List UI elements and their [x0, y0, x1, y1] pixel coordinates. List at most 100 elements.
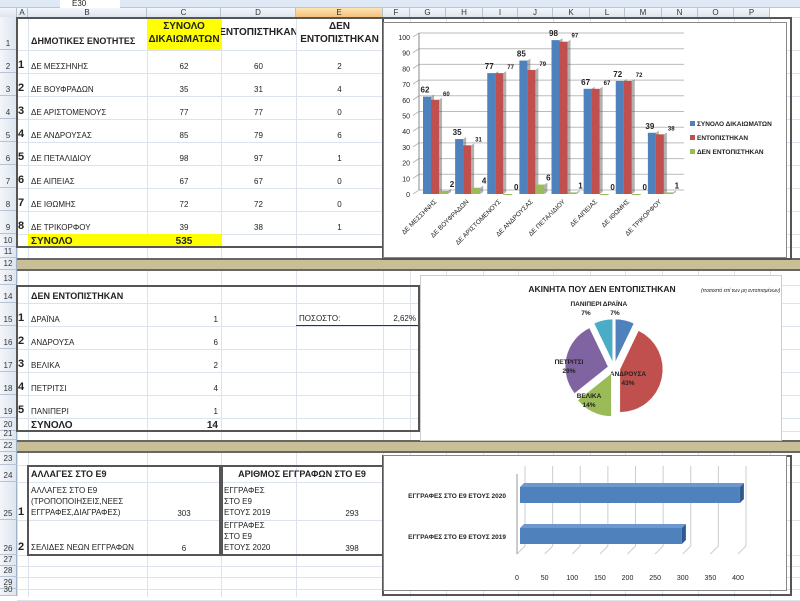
unit-name[interactable]: ΔΕ ΜΕΣΣΗΝΗΣ — [31, 62, 89, 71]
total-value[interactable]: 85 — [179, 131, 189, 140]
not-found-title[interactable]: ΔΕΝ ΕΝΤΟΠΙΣΤΗΚΑΝ — [31, 291, 124, 301]
row-header-18[interactable]: 18 — [0, 372, 17, 395]
found-value[interactable]: 38 — [254, 223, 263, 232]
found-value[interactable]: 77 — [254, 108, 263, 117]
e9-changes-title[interactable]: ΑΛΛΑΓΕΣ ΣΤΟ Ε9 — [31, 469, 107, 479]
column-header-K[interactable]: K — [553, 8, 590, 18]
row-index[interactable]: 7 — [18, 197, 25, 209]
total-value[interactable]: 98 — [179, 154, 189, 163]
column-header-P[interactable]: P — [734, 8, 770, 18]
location-name[interactable]: ΔΡΑΪΝΑ — [31, 315, 60, 324]
row-header-11[interactable]: 11 — [0, 247, 17, 258]
found-value[interactable]: 67 — [254, 177, 263, 186]
column-header-G[interactable]: G — [410, 8, 446, 18]
row-header-1[interactable]: 1 — [0, 17, 17, 50]
header-municipal-units[interactable]: ΔΗΜΟΤΙΚΕΣ ΕΝΟΤΗΤΕΣ — [31, 36, 136, 46]
total-value[interactable]: 72 — [179, 200, 189, 209]
row-header-30[interactable]: 30 — [0, 585, 17, 596]
percent-label[interactable]: ΠΟΣΟΣΤΟ: — [296, 303, 383, 326]
total-label[interactable]: ΣΥΝΟΛΟ — [28, 234, 147, 247]
row-header-2[interactable]: 2 — [0, 50, 17, 73]
row-index[interactable]: 8 — [18, 220, 25, 232]
row-index[interactable]: 6 — [18, 174, 25, 186]
row-index[interactable]: 4 — [18, 128, 25, 140]
row-header-16[interactable]: 16 — [0, 326, 17, 349]
percent-value[interactable]: 2,62% — [383, 303, 419, 326]
row-header-4[interactable]: 4 — [0, 96, 17, 119]
not-found-value[interactable]: 4 — [337, 85, 342, 94]
column-header-M[interactable]: M — [625, 8, 662, 18]
found-value[interactable]: 79 — [254, 131, 263, 140]
change-name[interactable]: ΣΕΛΙΔΕΣ ΝΕΩΝ ΕΓΓΡΑΦΩΝ — [31, 543, 134, 552]
row-header-10[interactable]: 10 — [0, 234, 17, 247]
e9-records-title[interactable]: ΑΡΙΘΜΟΣ ΕΓΓΡΑΦΩΝ ΣΤΟ Ε9 — [238, 469, 366, 479]
not-found-value[interactable]: 6 — [337, 131, 342, 140]
total-value[interactable]: 77 — [179, 108, 189, 117]
row-index[interactable]: 3 — [18, 105, 25, 117]
row-header-6[interactable]: 6 — [0, 142, 17, 165]
header-total-rights[interactable]: ΣΥΝΟΛΟ ΔΙΚΑΙΩΜΑΤΩΝ — [147, 17, 221, 50]
record-name[interactable]: ΕΓΓΡΑΦΕΣ ΣΤΟ Ε9 ΕΤΟΥΣ 2020 — [224, 521, 271, 552]
record-value[interactable]: 293 — [345, 509, 359, 518]
hbar-chart-e9[interactable]: 0 50 100 150 200 250 300 350 400 ΕΓΓΡΑΦΕΣ ΣΤΟ Ε9 … — [383, 455, 787, 591]
not-found-value[interactable]: 1 — [337, 223, 342, 232]
row-index[interactable]: 3 — [18, 358, 25, 370]
unit-name[interactable]: ΔΕ ΤΡΙΚΟΡΦΟΥ — [31, 223, 91, 232]
row-header-5[interactable]: 5 — [0, 119, 17, 142]
row-header-26[interactable]: 26 — [0, 520, 17, 555]
unit-name[interactable]: ΔΕ ΑΝΔΡΟΥΣΑΣ — [31, 131, 92, 140]
location-count[interactable]: 1 — [213, 407, 218, 416]
location-name[interactable]: ΑΝΔΡΟΥΣΑ — [31, 338, 75, 347]
total-sum[interactable]: 14 — [206, 420, 218, 431]
total-label[interactable]: ΣΥΝΟΛΟ — [31, 420, 73, 431]
header-found[interactable]: ΕΝΤΟΠΙΣΤΗΚΑΝ — [221, 27, 296, 38]
total-value[interactable]: 62 — [179, 62, 189, 71]
row-header-22[interactable]: 22 — [0, 440, 17, 452]
column-header-H[interactable]: H — [446, 8, 483, 18]
location-count[interactable]: 1 — [213, 315, 218, 324]
total-value[interactable]: 67 — [179, 177, 189, 186]
record-name[interactable]: ΕΓΓΡΑΦΕΣ ΣΤΟ Ε9 ΕΤΟΥΣ 2019 — [224, 486, 271, 517]
location-name[interactable]: ΒΕΛΙΚΑ — [31, 361, 60, 370]
row-header-12[interactable]: 12 — [0, 258, 17, 270]
row-header-17[interactable]: 17 — [0, 349, 17, 372]
row-index[interactable]: 5 — [18, 151, 25, 163]
row-index[interactable]: 1 — [18, 59, 25, 71]
row-index[interactable]: 5 — [18, 404, 25, 416]
row-header-19[interactable]: 19 — [0, 395, 17, 418]
location-count[interactable]: 4 — [213, 384, 218, 393]
location-count[interactable]: 2 — [213, 361, 218, 370]
row-index[interactable]: 4 — [18, 381, 25, 393]
location-name[interactable]: ΠΕΤΡΙΤΣΙ — [31, 384, 67, 393]
pie-chart-not-found[interactable]: ΑΚΙΝΗΤΑ ΠΟΥ ΔΕΝ ΕΝΤΟΠΙΣΤΗΚΑΝ (ποσοστό επί… — [420, 275, 782, 441]
change-value[interactable]: 303 — [177, 509, 191, 518]
record-value[interactable]: 398 — [345, 544, 359, 553]
unit-name[interactable]: ΔΕ ΑΙΠΕΙΑΣ — [31, 177, 75, 186]
unit-name[interactable]: ΔΕ ΠΕΤΑΛΙΔΙΟΥ — [31, 154, 92, 163]
total-value[interactable]: 35 — [179, 85, 189, 94]
total-sum[interactable]: 535 — [147, 234, 221, 247]
total-value[interactable]: 39 — [179, 223, 189, 232]
row-header-8[interactable]: 8 — [0, 188, 17, 211]
row-index[interactable]: 2 — [18, 82, 25, 94]
header-not-found[interactable]: ΔΕΝ ΕΝΤΟΠΙΣΤΗΚΑΝ — [300, 20, 379, 45]
row-header-7[interactable]: 7 — [0, 165, 17, 188]
row-header-28[interactable]: 28 — [0, 566, 17, 577]
row-header-29[interactable]: 29 — [0, 577, 17, 589]
row-header-3[interactable]: 3 — [0, 73, 17, 96]
column-header-O[interactable]: O — [698, 8, 734, 18]
found-value[interactable]: 97 — [254, 154, 263, 163]
unit-name[interactable]: ΔΕ ΙΘΩΜΗΣ — [31, 200, 76, 209]
column-header-N[interactable]: N — [662, 8, 698, 18]
row-index[interactable]: 1 — [18, 312, 25, 324]
change-name[interactable]: ΑΛΛΑΓΕΣ ΣΤΟ Ε9 (ΤΡΟΠΟΠΟΙΗΣΕΙΣ,ΝΕΕΣ ΕΓΓΡΑ… — [31, 486, 124, 517]
not-found-value[interactable]: 0 — [337, 200, 342, 209]
found-value[interactable]: 72 — [254, 200, 263, 209]
column-header-A[interactable]: A — [17, 8, 28, 18]
not-found-value[interactable]: 1 — [337, 154, 342, 163]
row-header-27[interactable]: 27 — [0, 555, 17, 566]
unit-name[interactable]: ΔΕ ΑΡΙΣΤΟΜΕΝΟΥΣ — [31, 108, 107, 117]
not-found-value[interactable]: 0 — [337, 108, 342, 117]
column-header-L[interactable]: L — [590, 8, 625, 18]
name-box[interactable]: E30 — [60, 0, 120, 8]
